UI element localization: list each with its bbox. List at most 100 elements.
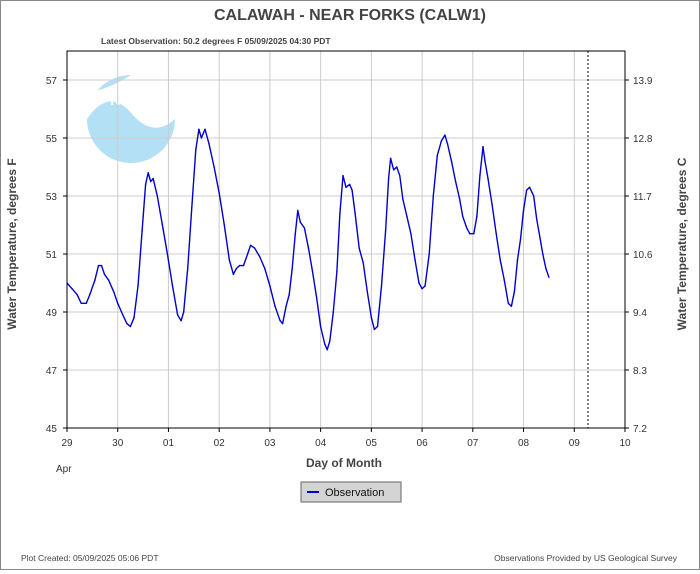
data-point xyxy=(238,264,241,267)
data-point xyxy=(66,282,68,284)
data-point xyxy=(180,320,182,322)
data-point xyxy=(100,264,103,267)
data-point xyxy=(428,253,430,255)
data-point xyxy=(387,177,390,180)
data-point xyxy=(176,314,179,316)
data-point xyxy=(97,264,100,267)
data-point xyxy=(389,157,392,159)
data-point xyxy=(223,224,225,226)
y-tick-label-left: 49 xyxy=(46,308,58,319)
y-tick-label-left: 53 xyxy=(46,192,58,203)
x-tick-label: 03 xyxy=(264,438,276,449)
y-tick-label-left: 51 xyxy=(46,250,58,261)
data-point xyxy=(324,343,326,345)
data-point xyxy=(503,279,505,281)
data-point xyxy=(444,134,446,136)
data-point xyxy=(80,302,82,304)
data-point xyxy=(187,267,189,270)
data-point xyxy=(141,230,143,232)
data-point xyxy=(288,293,290,296)
data-point xyxy=(150,180,152,183)
data-point xyxy=(399,175,401,177)
data-point xyxy=(495,233,497,235)
x-tick-label: 29 xyxy=(61,438,73,449)
y-axis-label-left: Water Temperature, degrees F xyxy=(5,158,19,329)
data-point xyxy=(264,267,266,270)
noaa-logo: NOAA xyxy=(87,70,175,163)
data-point xyxy=(454,180,457,183)
y-tick-label-right: 11.7 xyxy=(633,192,652,203)
x-tick-label: 02 xyxy=(214,438,226,449)
latest-observation: Latest Observation: 50.2 degrees F 05/09… xyxy=(101,36,331,46)
data-point xyxy=(89,293,91,296)
data-point xyxy=(462,215,464,217)
data-point xyxy=(208,143,210,145)
plot-grid xyxy=(67,51,625,428)
axis-ticks: 29 30 01 02 03 04 05 06 07 08 09 10 45 7.2 47 8.3 49 9.4 5… xyxy=(46,76,653,449)
data-point xyxy=(232,273,235,275)
data-point xyxy=(200,137,203,139)
data-point xyxy=(548,276,550,278)
data-point xyxy=(103,273,106,275)
data-point xyxy=(129,325,132,328)
data-point xyxy=(402,198,404,200)
data-point xyxy=(311,270,314,273)
data-point xyxy=(122,314,124,316)
data-point xyxy=(144,183,147,186)
data-point xyxy=(137,285,139,287)
series-line-observation xyxy=(66,128,550,351)
data-point xyxy=(519,238,522,241)
y-axis-label-right: Water Temperature, degrees C xyxy=(675,157,689,330)
data-point xyxy=(466,227,468,229)
x-axis-label: Day of Month xyxy=(306,456,382,470)
y-tick-label-right: 12.8 xyxy=(633,134,653,145)
data-point xyxy=(319,325,322,328)
y-tick-label-right: 10.6 xyxy=(633,250,653,261)
data-point xyxy=(279,320,281,322)
data-point xyxy=(510,305,513,307)
data-point xyxy=(315,296,318,299)
data-point xyxy=(249,244,252,246)
y-tick-label-left: 45 xyxy=(46,424,58,435)
data-point xyxy=(246,253,249,255)
data-point xyxy=(307,247,310,249)
x-tick-label: 01 xyxy=(163,438,175,449)
data-point xyxy=(94,279,96,281)
data-point xyxy=(274,305,276,307)
y-tick-label-right: 9.4 xyxy=(633,308,647,319)
data-point xyxy=(507,302,509,304)
noaa-logo-text: NOAA xyxy=(110,92,151,108)
data-point xyxy=(396,166,398,168)
data-point xyxy=(171,285,174,287)
data-point xyxy=(281,322,284,325)
x-tick-label: 05 xyxy=(366,438,378,449)
data-point xyxy=(528,186,531,188)
data-point xyxy=(198,128,200,130)
x-tick-label: 07 xyxy=(467,438,479,449)
plot-created: Plot Created: 05/09/2025 05:06 PDT xyxy=(21,553,159,563)
data-point xyxy=(107,279,110,281)
data-point xyxy=(539,235,541,238)
data-point xyxy=(446,143,449,145)
y-tick-label-right: 8.3 xyxy=(633,366,647,377)
data-point xyxy=(384,230,387,232)
plot-border xyxy=(66,50,626,429)
data-point xyxy=(370,317,373,319)
data-point xyxy=(147,172,149,174)
data-point xyxy=(336,270,338,273)
data-point xyxy=(152,177,154,180)
data-point xyxy=(166,253,169,255)
y-tick-label-left: 57 xyxy=(46,76,58,87)
data-point xyxy=(213,166,215,168)
legend: Observation xyxy=(300,481,402,503)
data-point xyxy=(373,328,376,331)
data-point xyxy=(183,311,185,313)
y-tick-label-right: 13.9 xyxy=(633,76,653,87)
data-point xyxy=(479,175,481,177)
data-point xyxy=(294,233,296,235)
chart-title: CALAWAH - NEAR FORKS (CALW1) xyxy=(214,7,486,24)
data-point xyxy=(76,293,78,296)
data-point xyxy=(285,305,287,307)
